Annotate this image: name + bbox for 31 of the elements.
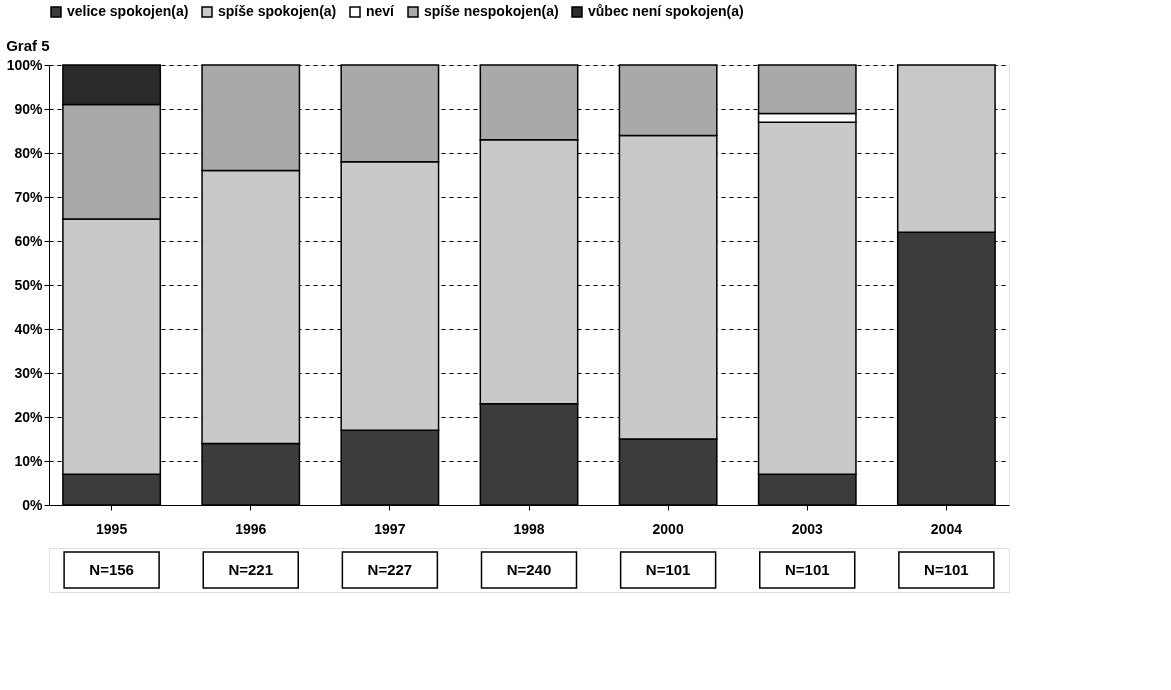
legend-label: spíše nespokojen(a) — [424, 3, 559, 19]
legend-label: vůbec není spokojen(a) — [588, 3, 744, 19]
y-tick-label: 100% — [6, 56, 44, 73]
y-tick-label: 60% — [14, 232, 44, 249]
text: N=227 — [367, 561, 413, 578]
text: N=101 — [784, 561, 830, 578]
x-tick-label: 1997 — [374, 520, 406, 537]
legend-label: neví — [366, 3, 396, 19]
y-tick-label: 40% — [14, 320, 44, 337]
text: N=156 — [89, 561, 134, 578]
y-tick-label: 30% — [14, 364, 44, 381]
y-tick-label: 80% — [14, 144, 44, 161]
text: N=101 — [924, 561, 969, 578]
y-tick-label: 10% — [14, 452, 44, 469]
text: N=240 — [506, 561, 552, 578]
legend-label: spíše spokojen(a) — [218, 3, 337, 19]
x-tick-label: 2004 — [930, 520, 963, 537]
text: N=221 — [228, 561, 274, 578]
x-tick-label: 1995 — [96, 520, 128, 537]
x-tick-label: 1996 — [235, 520, 267, 537]
legend-label: velice spokojen(a) — [67, 3, 189, 19]
y-tick-label: 50% — [14, 276, 44, 293]
y-tick-label: 0% — [22, 496, 44, 513]
x-tick-label: 1998 — [513, 520, 545, 537]
chart-title: Graf 5 — [6, 37, 50, 54]
text: N=101 — [645, 561, 691, 578]
y-tick-label: 90% — [14, 100, 44, 117]
y-tick-label: 70% — [14, 188, 44, 205]
y-tick-label: 20% — [14, 408, 44, 425]
x-tick-label: 2003 — [791, 520, 824, 537]
x-tick-label: 2000 — [652, 520, 684, 537]
